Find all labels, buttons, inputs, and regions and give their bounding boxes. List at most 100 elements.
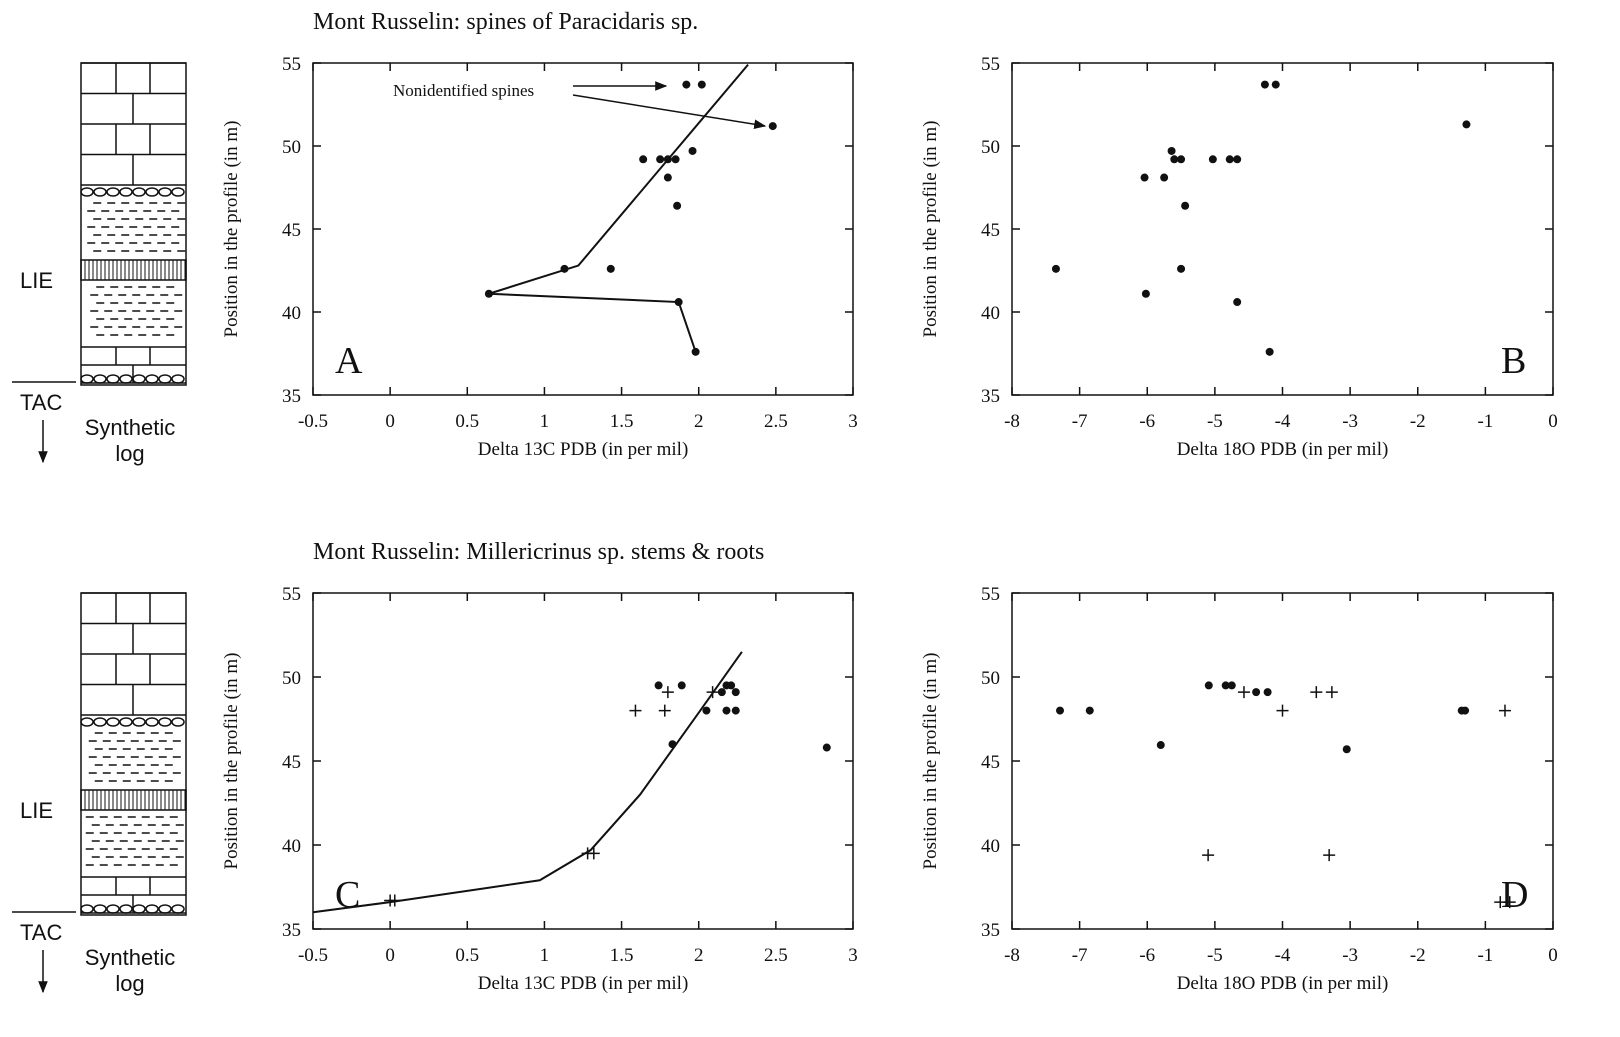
x-tick-label: 0.5 bbox=[455, 411, 479, 432]
x-tick-label: 0 bbox=[385, 411, 395, 432]
log-oval bbox=[93, 904, 107, 914]
dot-point bbox=[731, 688, 740, 697]
x-tick-label: -6 bbox=[1139, 945, 1155, 966]
trend-line bbox=[488, 64, 749, 353]
dot-point bbox=[1233, 298, 1242, 307]
x-tick-label: -4 bbox=[1275, 411, 1291, 432]
log-oval bbox=[158, 374, 172, 384]
log-oval bbox=[119, 374, 133, 384]
panel-label: B bbox=[1501, 340, 1526, 382]
trend-line bbox=[312, 651, 743, 914]
x-tick-label: 1 bbox=[540, 945, 550, 966]
log-caption: Synthetic log bbox=[85, 945, 176, 996]
dot-point bbox=[639, 155, 648, 164]
y-tick-label: 35 bbox=[282, 920, 301, 941]
y-tick-label: 55 bbox=[981, 584, 1000, 605]
log-oval bbox=[158, 187, 172, 197]
dot-point bbox=[731, 706, 740, 715]
dot-point bbox=[1051, 264, 1060, 273]
log-oval bbox=[132, 374, 146, 384]
dot-point bbox=[1221, 681, 1230, 690]
arrow bbox=[572, 94, 767, 130]
synthetic-log bbox=[12, 62, 187, 386]
dot-point bbox=[727, 681, 736, 690]
plot-frame bbox=[1011, 62, 1554, 396]
y-axis-label: Position in the profile (in m) bbox=[221, 653, 242, 870]
dot-point bbox=[682, 80, 691, 89]
y-tick-label: 40 bbox=[981, 303, 1000, 324]
log-oval bbox=[80, 187, 94, 197]
x-tick-label: -2 bbox=[1410, 411, 1426, 432]
x-tick-label: -1 bbox=[1477, 945, 1493, 966]
log-unit-label: LIE bbox=[20, 268, 53, 293]
x-tick-label: 1.5 bbox=[610, 411, 634, 432]
panel-label: A bbox=[335, 340, 363, 382]
y-tick-label: 55 bbox=[282, 54, 301, 75]
dot-point bbox=[1227, 681, 1236, 690]
x-tick-label: 2.5 bbox=[764, 411, 788, 432]
x-axis-label: Delta 13C PDB (in per mil) bbox=[478, 439, 689, 460]
dot-point bbox=[1167, 146, 1176, 155]
dot-point bbox=[1177, 264, 1186, 273]
x-tick-label: 0.5 bbox=[455, 945, 479, 966]
plot: -0.5 0 0.5 1 1.5 2 2.5 3 35 40 45 50 55 Delta 13C PDB… bbox=[221, 9, 858, 460]
dot-point bbox=[822, 743, 831, 752]
log-oval bbox=[80, 904, 94, 914]
log-oval bbox=[145, 374, 159, 384]
x-tick-label: -1 bbox=[1477, 411, 1493, 432]
log-oval bbox=[171, 904, 185, 914]
y-tick-label: 50 bbox=[282, 668, 301, 689]
annotation: Nonidentified spines bbox=[393, 81, 534, 100]
x-axis-label: Delta 18O PDB (in per mil) bbox=[1177, 973, 1389, 994]
dot-point bbox=[656, 155, 665, 164]
x-tick-label: -4 bbox=[1275, 945, 1291, 966]
x-tick-label: -6 bbox=[1139, 411, 1155, 432]
x-tick-label: 1.5 bbox=[610, 945, 634, 966]
log-oval bbox=[106, 187, 120, 197]
x-tick-label: 3 bbox=[848, 945, 858, 966]
log-caption: Synthetic log bbox=[85, 415, 176, 466]
plus-point bbox=[661, 686, 674, 699]
x-tick-label: 2 bbox=[694, 411, 704, 432]
y-axis-label: Position in the profile (in m) bbox=[221, 121, 242, 338]
log-oval bbox=[119, 187, 133, 197]
x-tick-label: -5 bbox=[1207, 945, 1223, 966]
dot-point bbox=[1271, 80, 1280, 89]
log-oval bbox=[106, 904, 120, 914]
y-tick-label: 50 bbox=[981, 668, 1000, 689]
y-tick-label: 35 bbox=[282, 386, 301, 407]
dot-point bbox=[688, 146, 697, 155]
log-base-label: TAC bbox=[20, 390, 62, 415]
dot-point bbox=[1177, 155, 1186, 164]
x-tick-label: -5 bbox=[1207, 411, 1223, 432]
plot: -8 -7 -6 -5 -4 -3 -2 -1 0 35 40 45 50 55 Delta 18O PDB… bbox=[920, 54, 1558, 460]
log-oval bbox=[132, 717, 146, 727]
log-oval bbox=[119, 717, 133, 727]
log-oval bbox=[93, 717, 107, 727]
log-oval bbox=[93, 374, 107, 384]
dot-point bbox=[1225, 155, 1234, 164]
x-tick-label: 2.5 bbox=[764, 945, 788, 966]
dot-point bbox=[1141, 289, 1150, 298]
y-tick-label: 55 bbox=[282, 584, 301, 605]
dot-point bbox=[663, 173, 672, 182]
y-tick-label: 45 bbox=[981, 220, 1000, 241]
dot-point bbox=[1461, 706, 1470, 715]
plus-point bbox=[1237, 686, 1250, 699]
y-tick-label: 35 bbox=[981, 920, 1000, 941]
y-tick-label: 40 bbox=[282, 303, 301, 324]
x-tick-label: -3 bbox=[1342, 945, 1358, 966]
plot: -8 -7 -6 -5 -4 -3 -2 -1 0 35 40 45 50 55 Delta 18O PDB… bbox=[920, 584, 1558, 994]
x-tick-label: -8 bbox=[1004, 945, 1020, 966]
dot-point bbox=[671, 155, 680, 164]
log-oval bbox=[119, 904, 133, 914]
log-oval bbox=[132, 187, 146, 197]
dot-point bbox=[654, 681, 663, 690]
log-oval bbox=[132, 904, 146, 914]
x-tick-label: -0.5 bbox=[298, 411, 328, 432]
log-base-label: TAC bbox=[20, 920, 62, 945]
x-tick-label: 0 bbox=[1548, 411, 1558, 432]
y-axis-label: Position in the profile (in m) bbox=[920, 653, 941, 870]
dot-point bbox=[1462, 120, 1471, 129]
dot-point bbox=[1252, 688, 1261, 697]
